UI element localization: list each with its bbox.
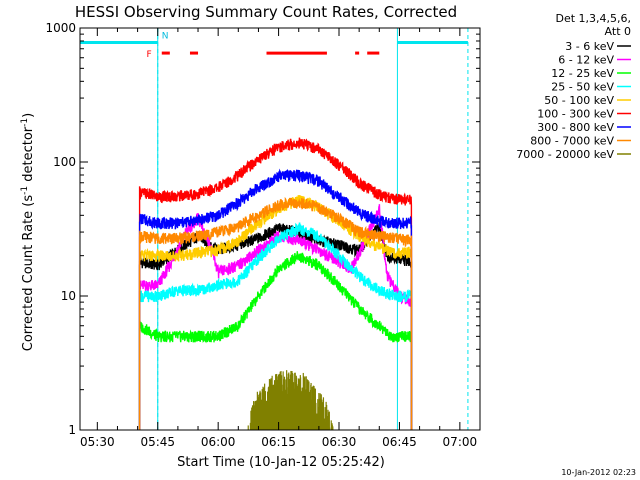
- x-tick-label: 05:45: [140, 435, 175, 449]
- y-axis-title-sup2: -1: [20, 118, 30, 127]
- y-tick-label: 10: [61, 289, 76, 303]
- y-axis-title-main: Corrected Count Rate (s: [21, 195, 36, 352]
- series-7000-20000-kev: [246, 370, 334, 430]
- x-tick-label: 07:00: [443, 435, 478, 449]
- x-tick-label: 06:30: [322, 435, 357, 449]
- night-flag-label: N: [162, 31, 169, 41]
- legend-label: 6 - 12 keV: [558, 54, 614, 67]
- flare-flag-label: F: [147, 50, 152, 60]
- y-axis-title-end: ): [21, 113, 36, 118]
- legend-label: 25 - 50 keV: [551, 81, 614, 94]
- legend-label: 800 - 7000 keV: [530, 135, 614, 148]
- x-tick-label: 06:15: [261, 435, 296, 449]
- series-100-300-kev: [138, 137, 413, 431]
- legend-header-line1: Det 1,3,4,5,6,: [555, 12, 631, 25]
- legend-label: 100 - 300 keV: [537, 108, 614, 121]
- series-800-7000-kev: [138, 196, 413, 431]
- y-tick-label: 1000: [45, 21, 76, 35]
- legend-label: 300 - 800 keV: [537, 121, 614, 134]
- legend-label: 12 - 25 keV: [551, 67, 614, 80]
- y-tick-label: 100: [53, 155, 76, 169]
- timestamp-stamp: 10-Jan-2012 02:23: [561, 468, 636, 477]
- series-25-50-kev: [138, 222, 413, 431]
- x-tick-label: 06:00: [201, 435, 236, 449]
- plot-area: FN 1 10 100 1000 05:30 05:45 06:00 06:15 06:30 06:…: [45, 21, 481, 449]
- legend-label: 50 - 100 keV: [544, 94, 614, 107]
- series-12-25-kev: [138, 251, 413, 431]
- y-axis-title-sup1: -1: [20, 186, 30, 195]
- y-axis-title-mid: detector: [21, 126, 36, 186]
- x-axis-title: Start Time (10-Jan-12 05:25:42): [177, 455, 385, 470]
- plot-frame: [79, 27, 481, 431]
- legend-header-line2: Att 0: [605, 25, 631, 38]
- chart-title: HESSI Observing Summary Count Rates, Cor…: [75, 3, 457, 21]
- y-axis-title: Corrected Count Rate (s-1 detector-1): [20, 113, 36, 351]
- x-tick-label: 06:45: [382, 435, 417, 449]
- legend-label: 7000 - 20000 keV: [516, 148, 614, 161]
- series-300-800-kev: [138, 168, 413, 431]
- x-tick-label: 05:30: [80, 435, 115, 449]
- series-3-6-kev: [138, 222, 413, 431]
- legend-label: 3 - 6 keV: [565, 40, 614, 53]
- y-tick-label: 1: [68, 423, 76, 437]
